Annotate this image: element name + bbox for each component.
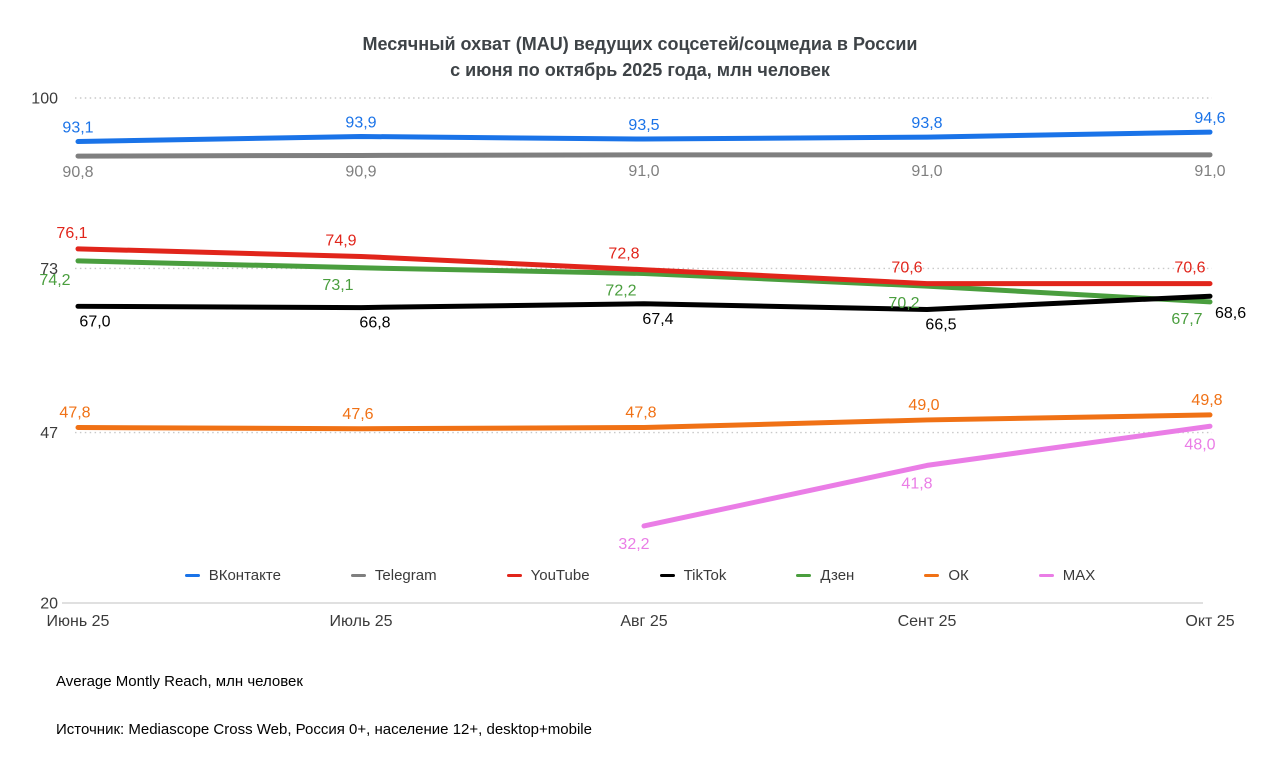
chart-title-line1: Месячный охват (MAU) ведущих соцсетей/со… <box>362 34 918 54</box>
data-label-dzen-1: 73,1 <box>322 277 353 294</box>
legend-label-tiktok: TikTok <box>683 567 727 584</box>
y-axis-tick-label: 47 <box>40 425 58 442</box>
data-label-ok-2: 47,8 <box>625 405 656 422</box>
legend-swatch-vk <box>184 573 200 578</box>
footer-note: Average Montly Reach, млн человек <box>56 673 303 690</box>
data-label-youtube-0: 76,1 <box>56 225 87 242</box>
legend-label-telegram: Telegram <box>374 567 437 584</box>
chart-title-line2: с июня по октябрь 2025 года, млн человек <box>450 60 830 80</box>
x-axis-label-0: Июнь 25 <box>47 613 110 630</box>
legend-swatch-ok <box>924 573 940 578</box>
data-label-tiktok-1: 66,8 <box>359 315 390 332</box>
data-label-telegram-4: 91,0 <box>1194 163 1225 180</box>
data-label-youtube-2: 72,8 <box>608 246 639 263</box>
data-label-max-2: 32,2 <box>618 536 649 553</box>
data-label-youtube-1: 74,9 <box>325 232 356 249</box>
data-label-dzen-3: 70,2 <box>888 295 919 312</box>
data-label-youtube-3: 70,6 <box>891 260 922 277</box>
series-line-dzen <box>75 258 1213 305</box>
x-axis-label-3: Сент 25 <box>898 613 957 630</box>
chart-legend: ВКонтакте Telegram YouTube TikTok Дзен ОК MAX <box>0 567 1280 584</box>
data-label-ok-0: 47,8 <box>59 405 90 422</box>
data-label-youtube-4: 70,6 <box>1174 260 1205 277</box>
legend-label-youtube: YouTube <box>530 567 590 584</box>
data-label-dzen-2: 72,2 <box>605 282 636 299</box>
series-line-vk <box>75 129 1213 145</box>
legend-label-vk: ВКонтакте <box>208 567 281 584</box>
legend-swatch-youtube <box>506 573 522 578</box>
legend-swatch-max <box>1038 573 1054 578</box>
data-label-tiktok-2: 67,4 <box>642 311 673 328</box>
legend-item-max: MAX <box>1038 567 1096 584</box>
data-label-dzen-0: 74,2 <box>39 272 70 289</box>
y-axis-tick-label: 20 <box>40 596 58 613</box>
x-axis-label-2: Авг 25 <box>620 613 667 630</box>
series-line-tiktok <box>75 293 1213 312</box>
footer-source: Источник: Mediascope Cross Web, Россия 0… <box>56 721 592 738</box>
legend-item-youtube: YouTube <box>506 567 590 584</box>
data-label-telegram-2: 91,0 <box>628 163 659 180</box>
y-axis-tick-label: 73 <box>40 261 58 278</box>
data-label-vk-2: 93,5 <box>628 117 659 134</box>
x-axis-label-1: Июль 25 <box>329 613 392 630</box>
data-label-ok-4: 49,8 <box>1191 392 1222 409</box>
legend-item-ok: ОК <box>924 567 969 584</box>
legend-label-dzen: Дзен <box>820 567 855 584</box>
series-line-ok <box>75 412 1213 432</box>
y-axis-tick-label: 100 <box>31 91 58 108</box>
data-label-max-3: 41,8 <box>901 475 932 492</box>
data-label-ok-1: 47,6 <box>342 406 373 423</box>
series-line-max <box>641 423 1213 529</box>
legend-swatch-tiktok <box>659 573 675 578</box>
legend-item-dzen: Дзен <box>796 567 854 584</box>
legend-item-tiktok: TikTok <box>659 567 727 584</box>
data-label-telegram-0: 90,8 <box>62 164 93 181</box>
legend-label-ok: ОК <box>948 567 969 584</box>
data-label-vk-3: 93,8 <box>911 115 942 132</box>
data-label-dzen-4: 67,7 <box>1171 311 1202 328</box>
data-label-telegram-3: 91,0 <box>911 163 942 180</box>
data-label-max-4: 48,0 <box>1184 436 1215 453</box>
data-label-ok-3: 49,0 <box>908 397 939 414</box>
data-label-vk-0: 93,1 <box>62 120 93 137</box>
legend-label-max: MAX <box>1062 567 1096 584</box>
data-label-telegram-1: 90,9 <box>345 163 376 180</box>
x-axis-label-4: Окт 25 <box>1185 613 1234 630</box>
legend-swatch-dzen <box>796 573 812 578</box>
data-label-tiktok-3: 66,5 <box>925 316 956 333</box>
legend-item-telegram: Telegram <box>350 567 437 584</box>
data-label-tiktok-0: 67,0 <box>79 313 110 330</box>
data-label-vk-1: 93,9 <box>345 115 376 132</box>
legend-item-vk: ВКонтакте <box>184 567 281 584</box>
series-line-telegram <box>75 152 1213 159</box>
chart-title: Месячный охват (MAU) ведущих соцсетей/со… <box>0 31 1280 83</box>
data-label-vk-4: 94,6 <box>1194 110 1225 127</box>
data-label-tiktok-4: 68,6 <box>1215 305 1246 322</box>
series-line-youtube <box>75 246 1213 287</box>
legend-swatch-telegram <box>350 573 366 578</box>
